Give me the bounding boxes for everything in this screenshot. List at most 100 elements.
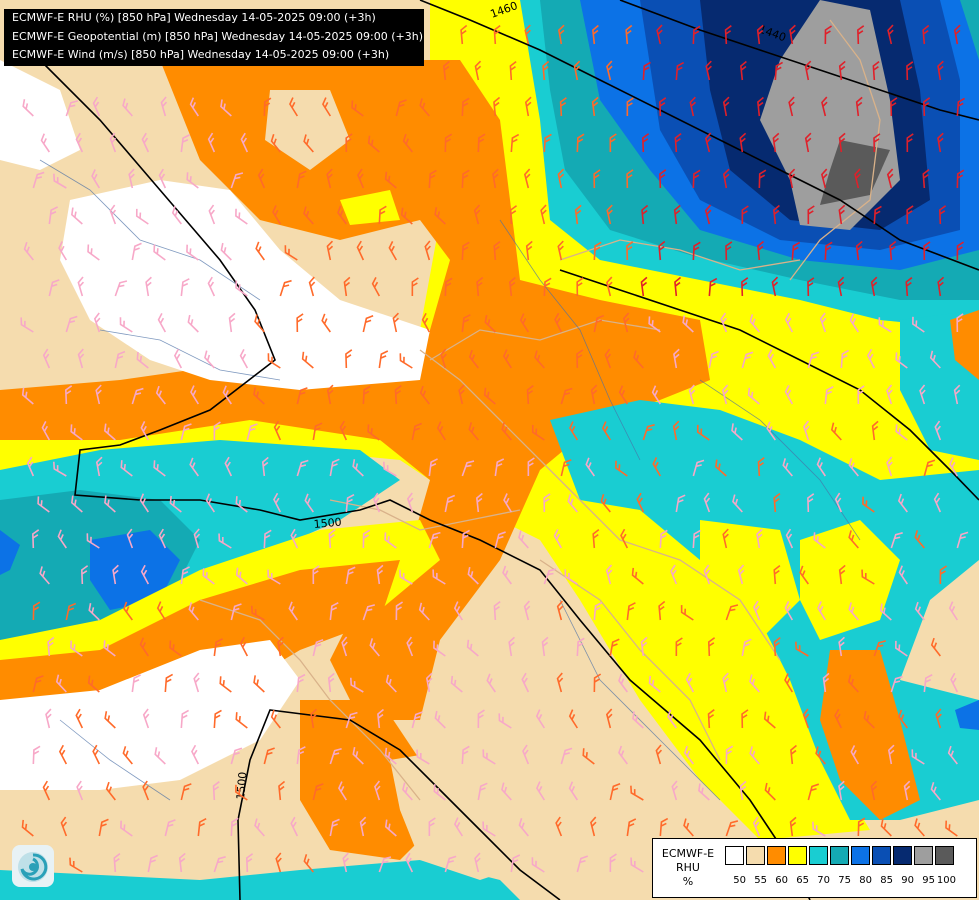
wind-barb [219, 676, 232, 693]
wind-barb [772, 132, 780, 153]
contour-label-1500-center: 1500 [313, 516, 342, 531]
wind-barb [671, 780, 678, 801]
rh-65-field-se [700, 520, 800, 640]
wind-barb [622, 312, 630, 333]
wind-barb [886, 456, 893, 477]
wind-barb [819, 312, 827, 333]
wind-barb [656, 24, 663, 45]
wind-barb [180, 134, 190, 153]
wind-barb [850, 745, 860, 765]
legend-title-unit: % [682, 875, 694, 888]
wind-barb [131, 242, 142, 261]
wind-barb [703, 492, 711, 513]
wind-barb [815, 746, 826, 765]
wind-barb [303, 134, 314, 153]
rh-55-strip-sw [0, 790, 280, 880]
wind-barb [540, 204, 547, 225]
wind-barb [77, 276, 85, 297]
wind-barb [956, 531, 969, 549]
wind-barb [747, 387, 760, 405]
wind-barb [312, 565, 320, 585]
wind-barb [273, 492, 282, 513]
wind-barb [193, 528, 201, 549]
wind-barb [933, 492, 942, 513]
wind-barb [453, 817, 464, 837]
wind-barb [680, 605, 694, 621]
wind-barb [659, 817, 669, 837]
wind-barb [763, 711, 776, 729]
wind-barb [384, 819, 397, 837]
wind-barb [109, 132, 117, 153]
wind-barb [524, 24, 531, 45]
legend-tick-55: 55 [754, 875, 767, 886]
wind-barb [32, 675, 44, 693]
wind-barb [131, 674, 142, 693]
wind-barb [535, 709, 546, 729]
wind-barb [482, 749, 496, 765]
wind-barb [342, 852, 349, 873]
wind-barb [474, 60, 482, 81]
wind-barb [453, 601, 464, 621]
wind-barb [692, 459, 705, 477]
wind-barb [791, 241, 801, 261]
wind-barb [626, 169, 634, 189]
wind-barb [388, 241, 398, 261]
wind-barb [923, 459, 936, 477]
rh-80-field-w [0, 530, 20, 575]
wind-barb [395, 99, 407, 117]
legend-swatch-2 [767, 846, 786, 865]
wind-barb [593, 601, 603, 621]
wind-barb [555, 816, 563, 837]
wind-barb [704, 132, 712, 153]
wind-barb [838, 204, 846, 225]
wind-barb [444, 133, 453, 153]
wind-barb [119, 317, 133, 333]
wind-barb [92, 96, 101, 117]
wind-barb [682, 315, 694, 333]
wind-barb [428, 817, 436, 837]
wind-barb [674, 132, 682, 153]
wind-barb [95, 384, 102, 405]
wind-barb [136, 352, 149, 369]
wind-barb [197, 818, 207, 837]
wind-barb [543, 568, 557, 585]
wind-barb [371, 276, 381, 297]
rh-50-field-nw [0, 60, 80, 170]
wind-barb [518, 530, 529, 549]
wind-barb [703, 564, 711, 585]
wind-barb [930, 637, 941, 657]
wind-barb [618, 673, 628, 693]
wind-barb [732, 494, 743, 513]
wind-barb [213, 709, 222, 729]
wind-barb [564, 569, 578, 585]
wind-barb [230, 172, 244, 189]
wind-barb [510, 854, 521, 873]
wind-barb [312, 422, 323, 441]
wind-barb [477, 782, 488, 801]
wind-barb [70, 424, 83, 441]
wind-barb [235, 208, 248, 225]
wind-barb [402, 782, 413, 801]
wind-barb [230, 603, 242, 621]
wind-barb [788, 168, 796, 189]
wind-barb [807, 351, 820, 369]
wind-barb [919, 384, 926, 405]
wind-barb [871, 420, 879, 441]
wind-barb [659, 97, 667, 117]
wind-barb [630, 857, 644, 873]
wind-barb [187, 314, 199, 333]
wind-barb [461, 241, 470, 261]
wind-barb [341, 636, 348, 657]
wind-barb [493, 601, 501, 621]
wind-barb [949, 457, 959, 477]
wind-barb [771, 276, 779, 297]
wind-barb [400, 207, 413, 225]
wind-barb [450, 675, 463, 693]
rh-55-hole-north [265, 90, 350, 170]
wind-barb [667, 709, 677, 729]
wind-barb [834, 708, 843, 729]
wind-barb [830, 422, 842, 441]
wind-barb [890, 532, 903, 549]
wind-barbs [20, 24, 969, 873]
wind-barb [531, 857, 545, 873]
